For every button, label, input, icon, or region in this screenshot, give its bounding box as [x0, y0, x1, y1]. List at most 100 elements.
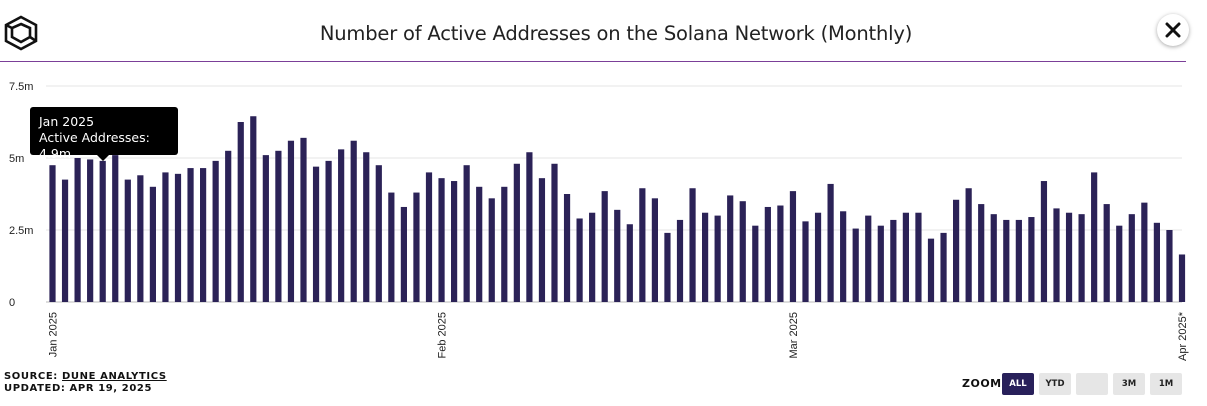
bar[interactable] — [865, 215, 872, 302]
bar[interactable] — [212, 160, 219, 302]
bar[interactable] — [1028, 217, 1035, 302]
bar[interactable] — [953, 199, 960, 302]
bar[interactable] — [764, 206, 771, 302]
bar[interactable] — [752, 225, 759, 302]
bar[interactable] — [626, 224, 633, 302]
bar[interactable] — [1078, 214, 1085, 302]
bar[interactable] — [388, 192, 395, 302]
bar[interactable] — [927, 238, 935, 302]
zoom-blank-button[interactable] — [1076, 373, 1108, 395]
bar[interactable] — [237, 122, 244, 302]
bar[interactable] — [1116, 225, 1123, 302]
bar[interactable] — [965, 188, 972, 302]
bar[interactable] — [463, 165, 470, 302]
bar[interactable] — [74, 158, 81, 302]
bar[interactable] — [262, 155, 269, 302]
bar[interactable] — [526, 152, 533, 302]
bar[interactable] — [287, 140, 295, 302]
bar[interactable] — [664, 232, 671, 302]
bar[interactable] — [1003, 219, 1010, 302]
bar[interactable] — [162, 172, 169, 302]
bar[interactable] — [275, 150, 282, 302]
bar[interactable] — [438, 178, 445, 302]
bar[interactable] — [902, 212, 909, 302]
bars[interactable] — [49, 116, 1186, 303]
bar[interactable] — [338, 149, 345, 302]
bar[interactable] — [149, 186, 156, 302]
bar[interactable] — [601, 191, 608, 302]
bar[interactable] — [639, 188, 646, 302]
source-link[interactable]: DUNE ANALYTICS — [62, 371, 167, 382]
bar[interactable] — [250, 116, 257, 303]
zoom-ytd-button[interactable]: YTD — [1039, 373, 1071, 395]
bar[interactable] — [1153, 222, 1160, 302]
bar[interactable] — [1053, 208, 1060, 302]
bar[interactable] — [350, 140, 357, 302]
bar[interactable] — [325, 160, 332, 302]
bar[interactable] — [375, 165, 382, 302]
bar[interactable] — [187, 168, 194, 302]
bar[interactable] — [200, 168, 207, 302]
bar[interactable] — [225, 150, 232, 302]
bar[interactable] — [651, 198, 658, 302]
bar[interactable] — [1065, 212, 1073, 302]
bar[interactable] — [589, 212, 596, 302]
bar[interactable] — [676, 219, 684, 302]
bar[interactable] — [1040, 181, 1048, 302]
bar[interactable] — [789, 191, 797, 302]
bar[interactable] — [739, 201, 746, 302]
bar[interactable] — [614, 209, 621, 302]
bar[interactable] — [312, 166, 320, 302]
bar[interactable] — [890, 219, 897, 302]
bar[interactable] — [576, 218, 583, 302]
bar[interactable] — [501, 186, 508, 302]
bar[interactable] — [363, 152, 370, 302]
bar[interactable] — [840, 211, 847, 302]
bar[interactable] — [300, 137, 307, 302]
zoom-3m-button[interactable]: 3M — [1113, 373, 1145, 395]
bar[interactable] — [551, 163, 558, 302]
bar[interactable] — [563, 194, 571, 302]
bar[interactable] — [990, 214, 997, 302]
bar[interactable] — [49, 165, 56, 302]
bar[interactable] — [488, 198, 495, 302]
bar[interactable] — [777, 205, 784, 302]
bar[interactable] — [124, 179, 131, 302]
bar[interactable] — [61, 179, 69, 302]
bar[interactable] — [1103, 204, 1110, 302]
bar[interactable] — [827, 183, 834, 302]
bar[interactable] — [940, 232, 947, 302]
bar[interactable] — [476, 186, 483, 302]
bar[interactable] — [99, 160, 106, 302]
bar[interactable] — [87, 159, 94, 302]
bar[interactable] — [451, 181, 458, 302]
bar[interactable] — [538, 178, 546, 302]
bar[interactable] — [689, 188, 696, 302]
bar[interactable] — [1015, 219, 1022, 302]
bar[interactable] — [413, 192, 420, 302]
bar[interactable] — [513, 163, 520, 302]
bar[interactable] — [1091, 172, 1098, 302]
x-tick-label: Mar 2025 — [788, 312, 800, 358]
bar[interactable] — [852, 228, 859, 302]
bar[interactable] — [702, 212, 709, 302]
bar[interactable] — [1178, 254, 1186, 302]
bar[interactable] — [727, 195, 734, 302]
bar[interactable] — [1166, 230, 1173, 302]
bar[interactable] — [1128, 214, 1135, 302]
bar[interactable] — [978, 204, 985, 302]
bar[interactable] — [112, 155, 119, 302]
bar[interactable] — [425, 172, 433, 302]
zoom-1m-button[interactable]: 1M — [1150, 373, 1182, 395]
bar[interactable] — [814, 212, 822, 302]
bar[interactable] — [400, 206, 407, 302]
bar[interactable] — [137, 175, 144, 302]
bar[interactable] — [714, 215, 721, 302]
bar[interactable] — [1141, 202, 1148, 302]
bar[interactable] — [915, 212, 922, 302]
bar[interactable] — [877, 225, 884, 302]
bar[interactable] — [802, 221, 809, 302]
close-button[interactable] — [1157, 14, 1189, 46]
zoom-all-button[interactable]: ALL — [1002, 373, 1034, 395]
bar[interactable] — [174, 173, 182, 302]
